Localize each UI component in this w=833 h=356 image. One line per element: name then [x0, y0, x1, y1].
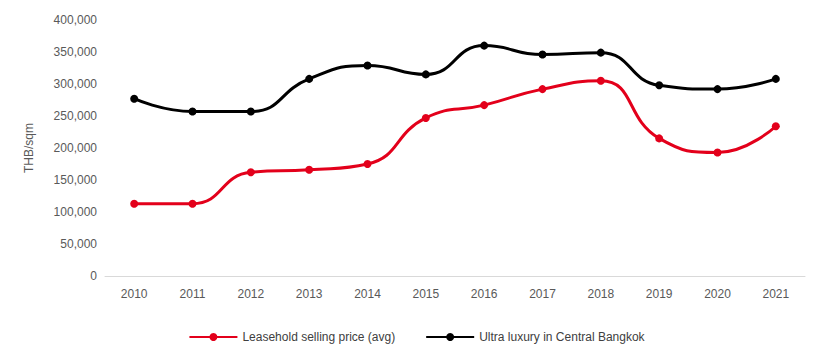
svg-text:0: 0 — [90, 269, 97, 283]
svg-text:2014: 2014 — [354, 287, 381, 301]
svg-text:2010: 2010 — [121, 287, 148, 301]
svg-text:300,000: 300,000 — [54, 77, 98, 91]
svg-text:2015: 2015 — [412, 287, 439, 301]
svg-text:50,000: 50,000 — [60, 237, 97, 251]
svg-text:2019: 2019 — [646, 287, 673, 301]
svg-text:200,000: 200,000 — [54, 141, 98, 155]
svg-text:Leasehold selling price (avg): Leasehold selling price (avg) — [242, 330, 395, 344]
svg-text:2013: 2013 — [296, 287, 323, 301]
svg-text:2012: 2012 — [237, 287, 264, 301]
svg-text:2016: 2016 — [471, 287, 498, 301]
svg-text:350,000: 350,000 — [54, 45, 98, 59]
svg-text:Ultra luxury in Central Bangko: Ultra luxury in Central Bangkok — [479, 330, 645, 344]
svg-text:250,000: 250,000 — [54, 109, 98, 123]
svg-text:2020: 2020 — [704, 287, 731, 301]
svg-text:THB/sqm: THB/sqm — [22, 123, 36, 173]
svg-text:2021: 2021 — [762, 287, 789, 301]
svg-text:2017: 2017 — [529, 287, 556, 301]
svg-text:2018: 2018 — [587, 287, 614, 301]
svg-text:150,000: 150,000 — [54, 173, 98, 187]
svg-text:100,000: 100,000 — [54, 205, 98, 219]
svg-text:400,000: 400,000 — [54, 13, 98, 27]
svg-text:2011: 2011 — [180, 287, 206, 301]
